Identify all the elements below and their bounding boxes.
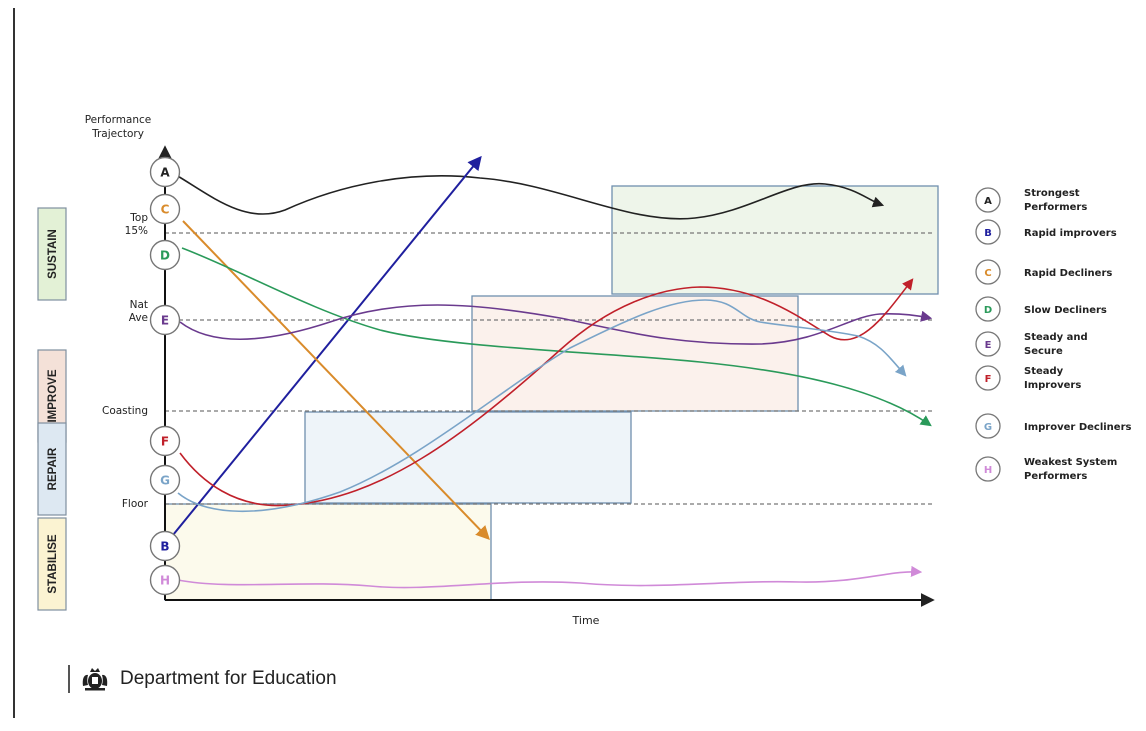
trajectory-start-circles: A C D E F G B H [149,156,181,596]
legend-f-letter: F [985,374,992,385]
floor-level-label: Floor [122,498,149,510]
legend-a-name: Performers [1024,202,1087,213]
stabilise-stage-badge [37,517,67,611]
trajectory-h-start-letter: H [160,574,170,588]
zone-boxes [164,185,939,601]
legend-b-name: Rapid improvers [1024,228,1117,239]
top-level-label: 15% [125,225,148,237]
repair-stage-badge [37,422,67,516]
legend-c-name: Rapid Decliners [1024,268,1112,279]
legend-a-letter: A [984,196,992,207]
legend-g-letter: G [984,422,992,433]
legend-c-circle [975,259,1001,285]
legend-g-circle [975,413,1001,439]
legend: A Strongest Performers B Rapid improvers C Rap… [975,187,1132,482]
trajectory-b-start-letter: B [160,540,169,554]
legend-f-name: Improvers [1024,380,1081,391]
top-level-label: Top [129,212,148,224]
trajectory-e-curve [179,304,933,345]
stabilise-stage-label: STABILISE [47,534,59,594]
nat-level-label: Ave [129,312,148,324]
footer: Department for Education [68,664,337,694]
legend-h-name: Weakest System [1024,457,1117,468]
sustain-zone-box [611,185,939,295]
legend-e-name: Steady and [1024,332,1088,343]
legend-b-circle [975,219,1001,245]
royal-crest-icon [82,668,108,691]
legend-h-letter: H [984,465,992,476]
trajectory-d-start-letter: D [160,249,170,263]
legend-e-letter: E [985,340,992,351]
y-axis-label-line1: Performance [85,114,152,126]
nat-level-label: Nat [130,299,148,311]
legend-a-name: Strongest [1024,188,1080,199]
trajectory-c-start-circle [149,193,181,225]
trajectory-d-start-circle [149,239,181,271]
improve-stage-label: IMPROVE [47,369,59,422]
legend-a-circle [975,187,1001,213]
trajectory-h-start-circle [149,564,181,596]
department-name: Department for Education [120,668,337,689]
legend-h-circle [975,456,1001,482]
trajectory-g-curve [177,299,907,513]
trajectory-g-start-circle [149,464,181,496]
improve-zone-box [471,295,799,412]
legend-d-circle [975,296,1001,322]
legend-b-letter: B [984,228,992,239]
trajectory-d-curve [181,247,932,427]
legend-c-letter: C [984,268,991,279]
trajectory-e-start-circle [149,304,181,336]
footer-divider [68,665,70,693]
trajectory-b-start-circle [149,530,181,562]
trajectory-a-curve [175,174,885,220]
trajectory-b-curve [172,155,482,536]
legend-e-circle [975,331,1001,357]
coasting-level-label: Coasting [102,405,148,417]
trajectory-a-start-circle [149,156,181,188]
trajectory-g-start-letter: G [160,474,170,488]
sustain-stage-badge [37,207,67,301]
trajectory-h-curve [177,565,923,589]
trajectory-e-start-letter: E [161,314,169,328]
legend-f-circle [975,365,1001,391]
trajectory-f-start-circle [149,425,181,457]
trajectory-c-curve [182,220,490,541]
trajectory-c-start-letter: C [161,203,170,217]
x-axis-label: Time [572,614,600,627]
legend-e-name: Secure [1024,346,1063,357]
trajectory-f-curve [179,278,914,507]
legend-d-name: Slow Decliners [1024,305,1107,316]
trajectory-curves [172,155,933,589]
y-axis-label-line2: Trajectory [91,128,144,140]
stage-badges: SUSTAIN IMPROVE REPAIR STABILISE [37,207,67,611]
legend-g-name: Improver Decliners [1024,422,1132,433]
legend-d-letter: D [984,305,992,316]
sustain-stage-label: SUSTAIN [47,229,59,279]
trajectory-f-start-letter: F [161,435,169,449]
trajectory-a-start-letter: A [160,166,170,180]
repair-stage-label: REPAIR [47,447,59,490]
legend-f-name: Steady [1024,366,1064,377]
legend-h-name: Performers [1024,471,1087,482]
